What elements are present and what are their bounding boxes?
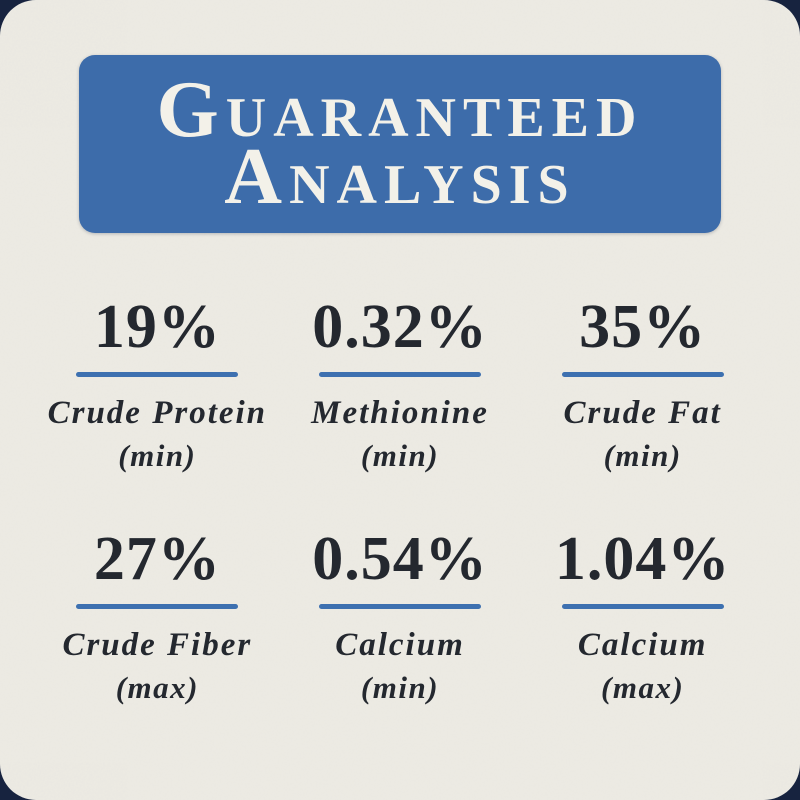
analysis-item-methionine: 0.32% Methionine (min) <box>279 296 522 475</box>
analysis-qualifier: (max) <box>115 670 199 705</box>
analysis-label: Crude Fiber <box>62 627 253 663</box>
analysis-item-calcium-min: 0.54% Calcium (min) <box>279 528 522 707</box>
analysis-label: Crude Protein <box>47 395 268 431</box>
divider-line <box>318 372 481 377</box>
analysis-label: Calcium <box>335 627 465 663</box>
analysis-item-crude-fat: 35% Crude Fat (min) <box>521 296 764 475</box>
divider-line <box>76 604 239 609</box>
analysis-value: 0.54% <box>312 525 488 593</box>
title-line-2: Analysis <box>224 133 576 221</box>
divider-line <box>561 372 724 377</box>
analysis-qualifier: (min) <box>360 438 440 473</box>
analysis-value: 27% <box>93 525 221 593</box>
divider-line <box>76 372 239 377</box>
analysis-qualifier: (max) <box>601 670 685 705</box>
analysis-item-calcium-max: 1.04% Calcium (max) <box>521 528 764 707</box>
divider-line <box>561 604 724 609</box>
divider-line <box>318 604 481 609</box>
analysis-qualifier: (min) <box>360 670 440 705</box>
analysis-value: 35% <box>579 293 707 361</box>
header-banner: Guaranteed Analysis <box>79 55 721 233</box>
analysis-grid: 19% Crude Protein (min) 0.32% Methionine… <box>36 296 764 707</box>
analysis-label: Crude Fat <box>563 395 722 431</box>
analysis-value: 1.04% <box>554 525 731 593</box>
analysis-label: Methionine <box>311 395 489 431</box>
title-line-1: Guaranteed <box>156 66 644 154</box>
analysis-qualifier: (min) <box>603 438 682 473</box>
analysis-item-crude-fiber: 27% Crude Fiber (max) <box>36 528 279 707</box>
analysis-qualifier: (min) <box>118 438 197 473</box>
analysis-label: Calcium <box>577 627 708 663</box>
analysis-value: 19% <box>93 293 221 361</box>
analysis-value: 0.32% <box>312 293 488 361</box>
analysis-item-crude-protein: 19% Crude Protein (min) <box>36 296 279 475</box>
